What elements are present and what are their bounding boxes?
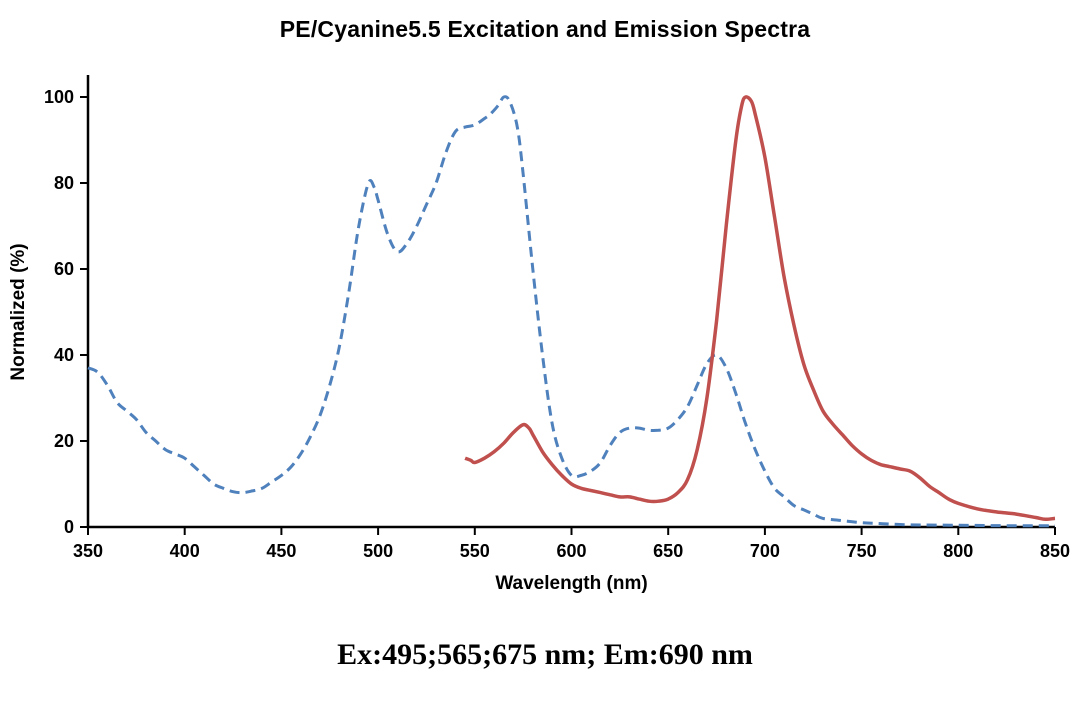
- x-tick-label: 350: [73, 541, 103, 561]
- y-tick-label: 100: [44, 87, 74, 107]
- y-tick-label: 80: [54, 173, 74, 193]
- x-tick-label: 850: [1040, 541, 1070, 561]
- x-tick-label: 400: [170, 541, 200, 561]
- x-tick-label: 550: [460, 541, 490, 561]
- excitation-curve: [87, 95, 1056, 528]
- x-tick-label: 450: [266, 541, 296, 561]
- x-tick-label: 800: [943, 541, 973, 561]
- y-tick-label: 40: [54, 345, 74, 365]
- x-tick-label: 500: [363, 541, 393, 561]
- x-tick-label: 750: [847, 541, 877, 561]
- x-tick-label: 700: [750, 541, 780, 561]
- x-axis-label: Wavelength (nm): [495, 573, 647, 594]
- caption-text: Ex:495;565;675 nm; Em:690 nm: [337, 638, 753, 671]
- x-tick-label: 650: [653, 541, 683, 561]
- y-tick-label: 20: [54, 431, 74, 451]
- spectra-plot: 350 400 450 500 550 600 650 700 750 800 850 0 20 40 60…: [8, 75, 1070, 594]
- chart-title: PE/Cyanine5.5 Excitation and Emission Sp…: [279, 16, 811, 42]
- x-tick-label: 600: [556, 541, 586, 561]
- y-tick-label: 60: [54, 259, 74, 279]
- emission-curve: [464, 95, 1056, 522]
- y-tick-label: 0: [64, 517, 74, 537]
- y-axis-label: Normalized (%): [8, 243, 29, 380]
